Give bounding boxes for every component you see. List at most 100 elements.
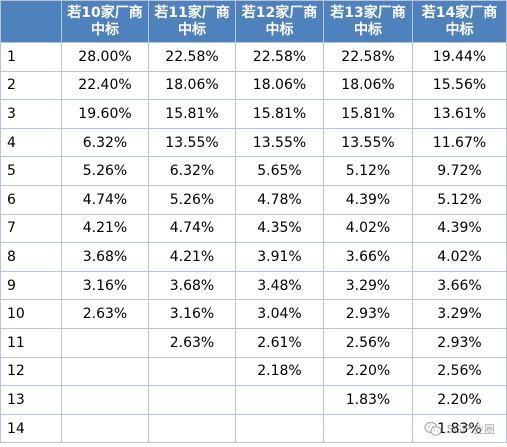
row-index-cell[interactable]: 2: [0, 70, 62, 101]
table-cell[interactable]: 11.67%: [412, 127, 507, 158]
table-cell[interactable]: 13.55%: [235, 127, 324, 158]
table-cell[interactable]: 2.18%: [235, 356, 324, 387]
table-cell[interactable]: 3.91%: [235, 242, 324, 272]
table-cell[interactable]: 1.83%: [412, 413, 507, 444]
row-index-cell[interactable]: 11: [0, 327, 62, 358]
row-index-cell[interactable]: 13: [0, 385, 62, 415]
table-cell[interactable]: [61, 327, 149, 358]
table-cell[interactable]: 13.61%: [412, 99, 507, 129]
header-cell[interactable]: 若11家厂商 中标: [148, 0, 236, 43]
table-cell[interactable]: 2.61%: [235, 327, 324, 358]
header-cell[interactable]: 若12家厂商 中标: [235, 0, 324, 43]
table-cell[interactable]: [61, 356, 149, 387]
table-cell[interactable]: [148, 356, 236, 387]
row-index-cell[interactable]: 4: [0, 127, 62, 158]
table-cell[interactable]: 2.56%: [412, 356, 507, 387]
table-cell[interactable]: 4.74%: [148, 213, 236, 244]
table-cell[interactable]: 15.81%: [235, 99, 324, 129]
table-cell[interactable]: 18.06%: [235, 70, 324, 101]
table-cell[interactable]: 5.26%: [61, 156, 149, 186]
table-cell[interactable]: 3.48%: [235, 270, 324, 301]
row-index-cell[interactable]: 9: [0, 270, 62, 301]
table-cell[interactable]: 18.06%: [323, 70, 413, 101]
table-row: 6 4.74% 5.26% 4.78% 4.39% 5.12%: [0, 184, 507, 215]
table-cell[interactable]: [323, 413, 413, 444]
row-index-cell[interactable]: 8: [0, 242, 62, 272]
table-row: 2 22.40% 18.06% 18.06% 18.06% 15.56%: [0, 70, 507, 101]
table-cell[interactable]: 4.21%: [61, 213, 149, 244]
table-cell[interactable]: 3.16%: [61, 270, 149, 301]
table-cell[interactable]: [235, 385, 324, 415]
table-cell[interactable]: 4.39%: [323, 184, 413, 215]
table-cell[interactable]: 4.02%: [412, 242, 507, 272]
table-cell[interactable]: 2.63%: [148, 327, 236, 358]
table-cell[interactable]: [61, 385, 149, 415]
table-cell[interactable]: 22.58%: [235, 42, 324, 72]
header-row: 若10家厂商 中标 若11家厂商 中标 若12家厂商 中标 若13家厂商 中标 若14家…: [0, 0, 507, 43]
table-row: 11 2.63% 2.61% 2.56% 2.93%: [0, 327, 507, 358]
table-cell[interactable]: 19.60%: [61, 99, 149, 129]
table-cell[interactable]: 4.78%: [235, 184, 324, 215]
row-index-cell[interactable]: 10: [0, 299, 62, 329]
table-cell[interactable]: 2.93%: [323, 299, 413, 329]
table-cell[interactable]: 2.20%: [412, 385, 507, 415]
table-cell[interactable]: 6.32%: [148, 156, 236, 186]
table-cell[interactable]: 4.02%: [323, 213, 413, 244]
table-cell[interactable]: 15.56%: [412, 70, 507, 101]
row-index-cell[interactable]: 5: [0, 156, 62, 186]
table-cell[interactable]: 3.66%: [323, 242, 413, 272]
header-cell[interactable]: 若13家厂商 中标: [323, 0, 413, 43]
table-cell[interactable]: 3.16%: [148, 299, 236, 329]
table-cell[interactable]: 22.40%: [61, 70, 149, 101]
row-index-cell[interactable]: 6: [0, 184, 62, 215]
table-cell[interactable]: 1.83%: [323, 385, 413, 415]
table-cell[interactable]: 2.20%: [323, 356, 413, 387]
table-cell[interactable]: 4.21%: [148, 242, 236, 272]
watermark: 5G产业圈: [424, 421, 495, 437]
table-cell[interactable]: 5.65%: [235, 156, 324, 186]
table-cell[interactable]: 2.93%: [412, 327, 507, 358]
table-cell[interactable]: 5.26%: [148, 184, 236, 215]
table-cell[interactable]: 18.06%: [148, 70, 236, 101]
table-cell[interactable]: 22.58%: [148, 42, 236, 72]
table-cell[interactable]: 13.55%: [323, 127, 413, 158]
table-cell[interactable]: 9.72%: [412, 156, 507, 186]
table-cell[interactable]: 4.39%: [412, 213, 507, 244]
table-cell[interactable]: 15.81%: [323, 99, 413, 129]
row-index-cell[interactable]: 1: [0, 42, 62, 72]
table-cell[interactable]: 3.66%: [412, 270, 507, 301]
table-cell[interactable]: 28.00%: [61, 42, 149, 72]
table-cell[interactable]: 15.81%: [148, 99, 236, 129]
table-cell[interactable]: 2.56%: [323, 327, 413, 358]
table-cell[interactable]: [235, 413, 324, 444]
header-cell[interactable]: 若14家厂商 中标: [412, 0, 507, 43]
table-cell[interactable]: 3.04%: [235, 299, 324, 329]
table-cell[interactable]: 3.68%: [148, 270, 236, 301]
table-cell[interactable]: 4.74%: [61, 184, 149, 215]
table-cell[interactable]: 19.44%: [412, 42, 507, 72]
table-cell[interactable]: 6.32%: [61, 127, 149, 158]
row-index-cell[interactable]: 7: [0, 213, 62, 244]
table-cell[interactable]: 5.12%: [323, 156, 413, 186]
row-index-cell[interactable]: 3: [0, 99, 62, 129]
row-index-cell[interactable]: 12: [0, 356, 62, 387]
table-cell[interactable]: 3.68%: [61, 242, 149, 272]
table-cell[interactable]: [148, 413, 236, 444]
header-cell[interactable]: 若10家厂商 中标: [61, 0, 149, 43]
table-cell[interactable]: 13.55%: [148, 127, 236, 158]
wechat-logo-icon: [424, 421, 443, 436]
table-cell[interactable]: 4.35%: [235, 213, 324, 244]
table-row: 13 1.83% 2.20%: [0, 385, 507, 415]
table-row: 10 2.63% 3.16% 3.04% 2.93% 3.29%: [0, 299, 507, 329]
table-cell[interactable]: [148, 385, 236, 415]
table-cell[interactable]: 2.63%: [61, 299, 149, 329]
table-body: 1 28.00% 22.58% 22.58% 22.58% 19.44% 2 22.40% 18…: [0, 42, 507, 444]
table-row: 5 5.26% 6.32% 5.65% 5.12% 9.72%: [0, 156, 507, 186]
table-cell[interactable]: [61, 413, 149, 444]
table-cell[interactable]: 5.12%: [412, 184, 507, 215]
table-cell[interactable]: 3.29%: [412, 299, 507, 329]
table-cell[interactable]: 3.29%: [323, 270, 413, 301]
table-cell[interactable]: 22.58%: [323, 42, 413, 72]
row-index-cell[interactable]: 14: [0, 413, 62, 444]
